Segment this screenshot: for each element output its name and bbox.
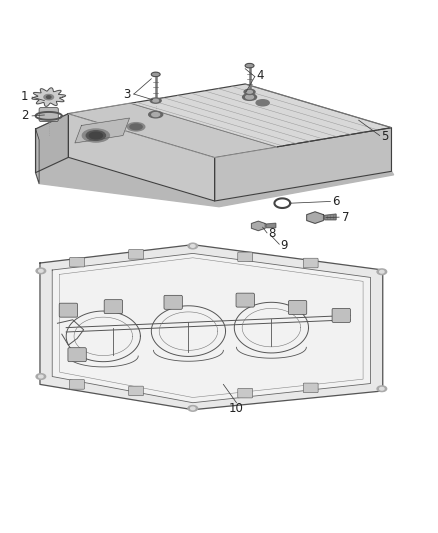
Ellipse shape	[39, 270, 43, 272]
Polygon shape	[68, 103, 276, 157]
FancyBboxPatch shape	[303, 258, 318, 268]
Polygon shape	[215, 128, 392, 201]
Polygon shape	[251, 221, 265, 231]
Ellipse shape	[377, 269, 387, 274]
Polygon shape	[35, 157, 394, 207]
Ellipse shape	[243, 94, 257, 100]
Text: 5: 5	[381, 131, 389, 143]
FancyBboxPatch shape	[236, 293, 254, 307]
Ellipse shape	[127, 123, 145, 131]
Ellipse shape	[150, 98, 161, 103]
Ellipse shape	[149, 111, 162, 118]
Ellipse shape	[188, 243, 198, 249]
Text: 1: 1	[21, 90, 28, 103]
Ellipse shape	[152, 112, 159, 117]
Text: 9: 9	[281, 239, 288, 252]
FancyBboxPatch shape	[129, 386, 144, 395]
Ellipse shape	[256, 100, 269, 106]
FancyBboxPatch shape	[303, 383, 318, 393]
FancyBboxPatch shape	[39, 108, 58, 122]
Polygon shape	[75, 118, 130, 143]
Ellipse shape	[247, 91, 252, 93]
Text: 10: 10	[229, 402, 244, 415]
Ellipse shape	[46, 96, 51, 99]
FancyBboxPatch shape	[238, 389, 253, 398]
Text: 4: 4	[257, 69, 264, 82]
Ellipse shape	[130, 124, 142, 130]
Text: 6: 6	[332, 195, 340, 208]
Ellipse shape	[245, 63, 254, 68]
FancyBboxPatch shape	[238, 252, 253, 262]
Ellipse shape	[89, 132, 102, 139]
Ellipse shape	[244, 89, 255, 94]
Text: 7: 7	[342, 211, 350, 224]
Ellipse shape	[191, 245, 195, 247]
Ellipse shape	[86, 131, 106, 140]
Ellipse shape	[36, 268, 46, 274]
Polygon shape	[52, 253, 371, 403]
Ellipse shape	[44, 94, 53, 100]
Ellipse shape	[36, 374, 46, 379]
Polygon shape	[68, 103, 276, 157]
Polygon shape	[40, 245, 383, 410]
Ellipse shape	[377, 386, 387, 392]
FancyBboxPatch shape	[164, 295, 182, 309]
FancyBboxPatch shape	[70, 379, 85, 389]
FancyBboxPatch shape	[68, 348, 86, 362]
Polygon shape	[35, 114, 68, 173]
Ellipse shape	[380, 387, 384, 390]
Polygon shape	[32, 88, 66, 106]
Ellipse shape	[39, 375, 43, 378]
FancyBboxPatch shape	[70, 257, 85, 267]
FancyBboxPatch shape	[288, 301, 307, 314]
Polygon shape	[68, 84, 392, 157]
Ellipse shape	[151, 72, 160, 77]
Ellipse shape	[191, 407, 195, 410]
Polygon shape	[325, 214, 336, 220]
FancyBboxPatch shape	[59, 303, 78, 317]
FancyBboxPatch shape	[129, 249, 144, 259]
Ellipse shape	[82, 129, 110, 142]
Polygon shape	[35, 129, 39, 183]
Ellipse shape	[153, 99, 159, 102]
Ellipse shape	[188, 406, 198, 411]
Ellipse shape	[380, 270, 384, 273]
Text: 8: 8	[268, 227, 276, 240]
Polygon shape	[307, 212, 323, 223]
Ellipse shape	[246, 95, 254, 99]
Text: 3: 3	[124, 87, 131, 101]
Text: 2: 2	[21, 109, 28, 123]
FancyBboxPatch shape	[332, 309, 350, 322]
Polygon shape	[266, 223, 276, 228]
Polygon shape	[68, 114, 215, 201]
FancyBboxPatch shape	[104, 300, 123, 313]
